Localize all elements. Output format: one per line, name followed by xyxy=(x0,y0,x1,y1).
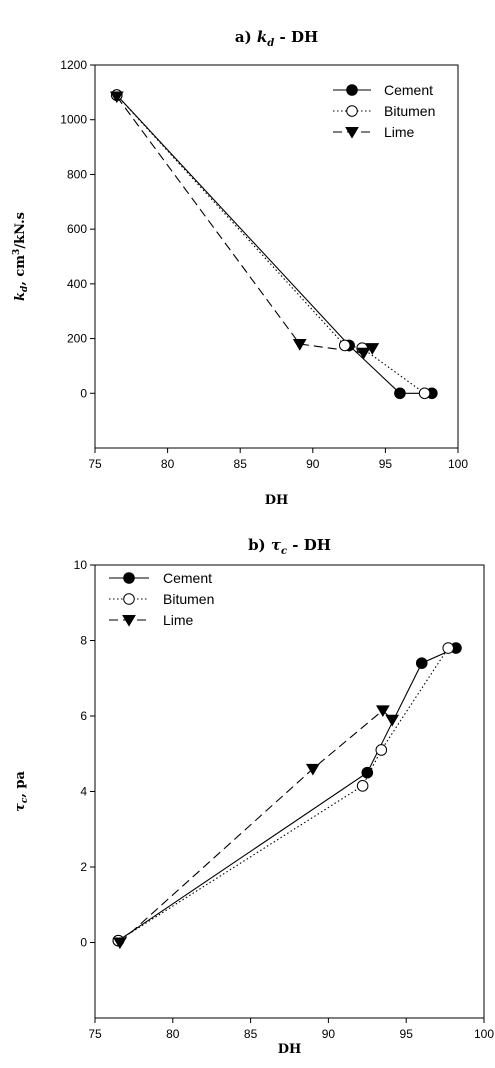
y-tick-label: 4 xyxy=(80,785,87,799)
y-tick-label: 0 xyxy=(80,936,87,950)
y-tick-label: 200 xyxy=(67,332,87,346)
x-tick-label: 100 xyxy=(448,457,468,471)
x-tick-label: 80 xyxy=(161,457,175,471)
data-point-cement xyxy=(415,657,428,669)
y-label-superscript: 3 xyxy=(12,249,22,255)
legend-label-lime: Lime xyxy=(384,124,415,140)
y-axis-label: kd, cm3/kN.s xyxy=(12,212,30,301)
x-tick-label: 95 xyxy=(379,457,393,471)
data-point-bitumen xyxy=(375,744,388,756)
y-label-unit: /kN.s xyxy=(13,212,28,249)
y-tick-label: 400 xyxy=(67,277,87,291)
x-tick-label: 100 xyxy=(474,1027,494,1041)
y-tick-label: 0 xyxy=(80,386,87,400)
series-line-bitumen xyxy=(118,647,449,942)
data-point-lime xyxy=(305,763,320,776)
title-subscript: d xyxy=(267,38,274,49)
y-label-subscript: c xyxy=(20,797,30,803)
y-label-variable: τ xyxy=(13,803,28,812)
y-label-variable: k xyxy=(13,292,28,301)
legend-label-cement: Cement xyxy=(384,82,433,98)
data-point-lime xyxy=(375,705,390,718)
series-line-bitumen xyxy=(116,94,425,394)
y-tick-label: 6 xyxy=(80,709,87,723)
y-tick-label: 10 xyxy=(74,558,88,572)
title-suffix: - DH xyxy=(287,536,331,554)
series-line-lime xyxy=(116,96,373,354)
data-point-bitumen xyxy=(418,387,431,400)
x-tick-label: 85 xyxy=(234,457,248,471)
x-tick-label: 80 xyxy=(166,1027,180,1041)
x-tick-label: 75 xyxy=(88,457,102,471)
title-subscript: c xyxy=(281,546,287,557)
data-point-lime xyxy=(113,937,127,950)
data-point-lime xyxy=(292,339,307,351)
chart-1-title: b) τc - DH xyxy=(248,536,331,557)
legend-label-bitumen: Bitumen xyxy=(163,591,214,607)
chart-1-plot-frame xyxy=(94,564,485,1019)
series-line-cement xyxy=(116,94,432,394)
data-point-lime xyxy=(385,714,400,727)
data-point-bitumen xyxy=(356,780,369,792)
x-axis-label: DH xyxy=(265,493,289,508)
legend-label-bitumen: Bitumen xyxy=(384,103,435,119)
title-variable: k xyxy=(257,28,267,46)
title-variable: τ xyxy=(271,536,282,554)
y-tick-label: 2 xyxy=(80,860,87,874)
title-prefix: b) xyxy=(248,536,271,554)
y-label-text: , cm xyxy=(13,255,28,286)
y-tick-label: 1200 xyxy=(60,58,87,72)
title-suffix: - DH xyxy=(274,28,318,46)
title-prefix: a) xyxy=(235,28,257,46)
x-tick-label: 75 xyxy=(88,1027,102,1041)
data-point-cement xyxy=(394,387,406,400)
legend-marker-lime xyxy=(122,615,136,627)
y-label-subscript: d xyxy=(20,285,30,292)
data-point-cement xyxy=(361,766,374,779)
y-tick-label: 1000 xyxy=(60,113,87,127)
legend-marker-bitumen xyxy=(123,593,135,605)
series-line-cement xyxy=(117,647,457,942)
series-line-lime xyxy=(119,709,393,943)
legend-label-lime: Lime xyxy=(163,612,194,628)
x-tick-label: 90 xyxy=(322,1027,336,1041)
x-tick-label: 90 xyxy=(306,457,320,471)
chart-0-title: a) kd - DH xyxy=(235,28,318,49)
legend-marker-bitumen xyxy=(346,105,358,117)
legend-marker-lime xyxy=(345,127,359,139)
y-tick-label: 600 xyxy=(67,222,87,236)
x-axis-label: DH xyxy=(278,1042,302,1057)
y-axis-label: τc, pa xyxy=(13,771,30,812)
x-tick-label: 95 xyxy=(400,1027,414,1041)
data-point-lime xyxy=(109,91,124,104)
legend-marker-cement xyxy=(346,84,358,96)
data-point-bitumen xyxy=(338,339,351,352)
legend-label-cement: Cement xyxy=(163,570,212,586)
data-point-lime xyxy=(356,347,371,360)
data-point-bitumen xyxy=(442,642,455,654)
chart-0-plot-frame xyxy=(94,64,459,449)
y-tick-label: 800 xyxy=(67,167,87,181)
x-tick-label: 85 xyxy=(244,1027,258,1041)
data-point-lime xyxy=(365,343,380,355)
y-label-text: , pa xyxy=(13,771,28,798)
y-tick-label: 8 xyxy=(80,634,87,648)
legend-marker-cement xyxy=(123,572,135,584)
